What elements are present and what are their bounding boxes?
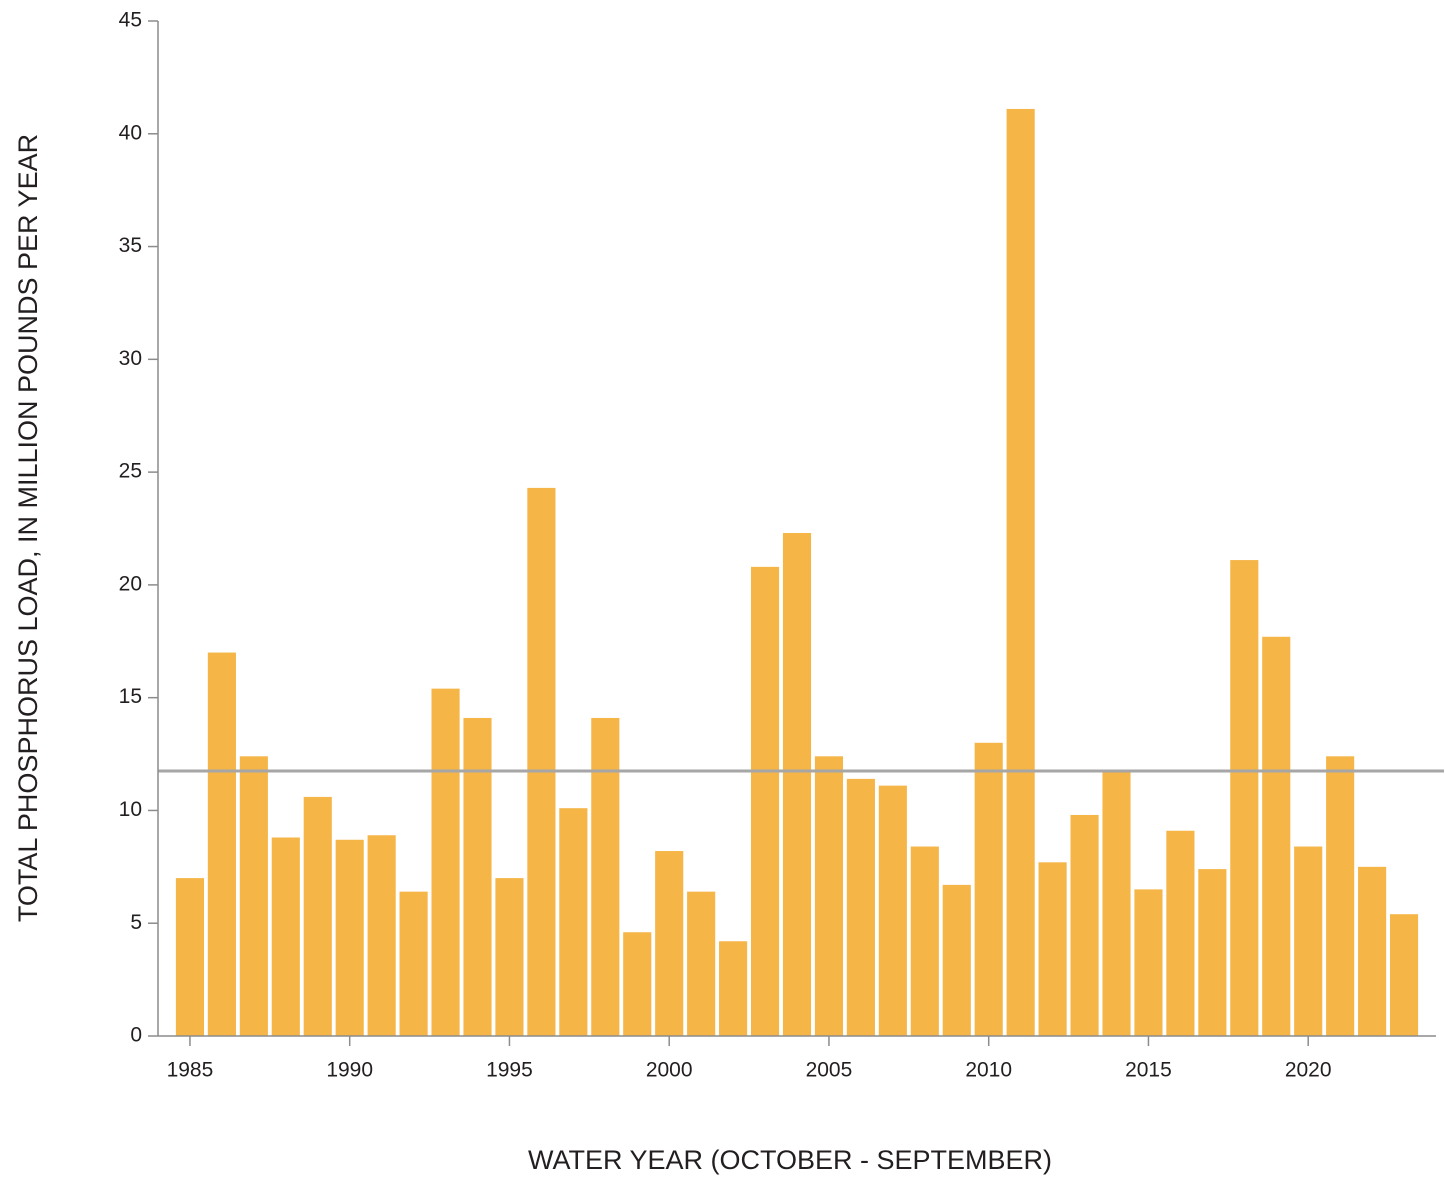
bar bbox=[495, 878, 524, 1036]
bar bbox=[431, 688, 460, 1036]
bar bbox=[1326, 756, 1355, 1036]
bar bbox=[303, 796, 332, 1036]
x-tick-label: 2000 bbox=[646, 1059, 693, 1082]
bar bbox=[399, 891, 428, 1036]
x-tick-label: 1990 bbox=[326, 1059, 373, 1082]
bar bbox=[1358, 866, 1387, 1036]
x-tick-label: 2015 bbox=[1125, 1059, 1172, 1082]
y-tick-label: 0 bbox=[130, 1024, 142, 1047]
bar bbox=[1230, 560, 1259, 1036]
x-tick-label: 1995 bbox=[486, 1059, 533, 1082]
bar bbox=[463, 717, 492, 1036]
bar bbox=[1262, 636, 1291, 1036]
bar bbox=[974, 742, 1003, 1036]
bar bbox=[1102, 769, 1131, 1036]
bar bbox=[527, 487, 556, 1036]
bar bbox=[750, 566, 780, 1036]
bar bbox=[878, 785, 907, 1036]
bar bbox=[782, 533, 812, 1036]
bar bbox=[1006, 108, 1035, 1036]
x-tick-label: 2010 bbox=[965, 1059, 1012, 1082]
y-tick-label: 45 bbox=[119, 9, 142, 32]
bar bbox=[1198, 869, 1227, 1036]
bar bbox=[559, 808, 588, 1036]
bar bbox=[1134, 889, 1163, 1036]
bar bbox=[271, 837, 300, 1036]
y-tick-label: 20 bbox=[119, 572, 142, 595]
y-tick-label: 40 bbox=[119, 121, 142, 144]
x-tick-label: 1985 bbox=[167, 1059, 214, 1082]
y-tick-label: 15 bbox=[119, 685, 142, 708]
y-tick-label: 10 bbox=[119, 798, 142, 821]
bar bbox=[719, 941, 748, 1036]
y-axis-title: TOTAL PHOSPHORUS LOAD, IN MILLION POUNDS… bbox=[13, 134, 43, 922]
bar bbox=[846, 778, 875, 1036]
y-tick-label: 30 bbox=[119, 347, 142, 370]
bar bbox=[1070, 814, 1099, 1036]
bar bbox=[1166, 830, 1195, 1036]
bar bbox=[1038, 862, 1067, 1036]
x-tick-label: 2020 bbox=[1285, 1059, 1332, 1082]
y-tick-label: 35 bbox=[119, 234, 142, 257]
bar bbox=[335, 839, 364, 1036]
bar bbox=[655, 851, 684, 1036]
x-axis-title: WATER YEAR (OCTOBER - SEPTEMBER) bbox=[528, 1145, 1052, 1175]
bar bbox=[814, 756, 844, 1036]
bar bbox=[910, 846, 939, 1036]
bar bbox=[1294, 846, 1323, 1036]
bar bbox=[207, 652, 236, 1036]
x-tick-label: 2005 bbox=[806, 1059, 853, 1082]
y-tick-label: 25 bbox=[119, 460, 142, 483]
bar bbox=[175, 878, 205, 1036]
bar bbox=[623, 932, 652, 1036]
bar bbox=[367, 835, 396, 1036]
bar bbox=[591, 717, 620, 1036]
bar bbox=[1389, 914, 1419, 1036]
bar bbox=[687, 891, 716, 1036]
bar bbox=[239, 756, 268, 1036]
y-tick-label: 5 bbox=[130, 911, 142, 934]
bar bbox=[942, 884, 971, 1036]
